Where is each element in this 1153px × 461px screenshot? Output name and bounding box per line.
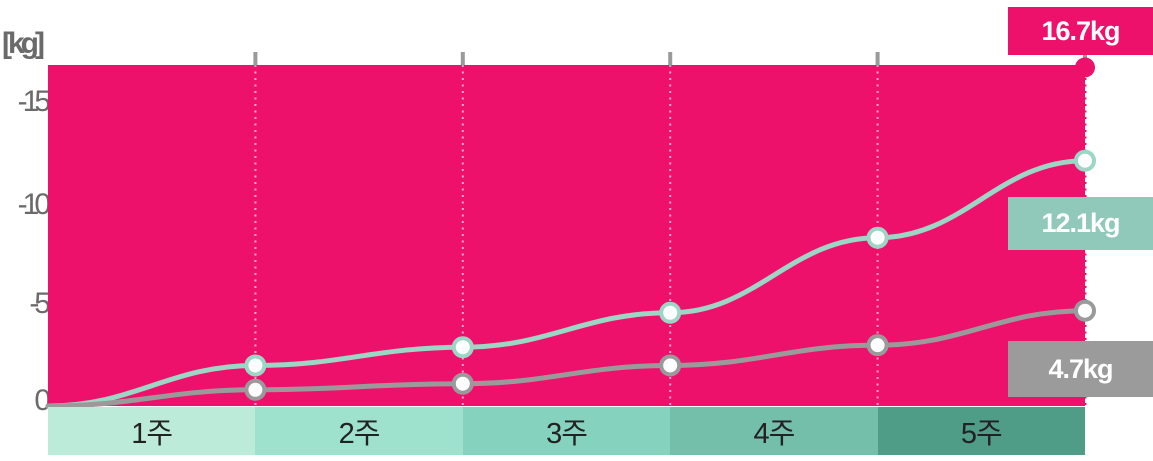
pink-area	[48, 65, 1085, 406]
gray-line-marker	[244, 378, 267, 401]
top-tick	[460, 52, 465, 65]
x-axis-segment-week1: 1주	[48, 407, 256, 455]
result-badge-pink: 16.7kg	[1008, 7, 1153, 55]
gray-line-path	[45, 308, 1088, 409]
teal-line-marker	[1074, 149, 1096, 172]
x-axis-segment-week4: 4주	[670, 407, 878, 455]
gray-line-marker	[866, 334, 889, 357]
y-tick-label: -5	[29, 287, 51, 320]
teal-line-path	[45, 158, 1088, 409]
top-tick	[875, 52, 880, 65]
y-tick-label: -10	[17, 188, 51, 221]
teal-line-marker	[451, 336, 474, 359]
x-axis-segment-week2: 2주	[255, 407, 463, 455]
result-badge-gray: 4.7kg	[1008, 341, 1153, 397]
y-tick-label: -15	[17, 85, 51, 118]
y-axis-unit-label: [kg]	[2, 27, 45, 60]
x-axis-segment-week3: 3주	[462, 407, 671, 455]
teal-line-marker	[244, 354, 267, 377]
gray-line-marker	[1074, 299, 1096, 322]
gray-line-marker	[659, 354, 682, 377]
x-axis-segment-week5: 5주	[877, 407, 1085, 455]
top-tick	[668, 52, 673, 65]
teal-line-marker	[659, 301, 682, 324]
teal-line-marker	[866, 226, 889, 249]
top-tick	[253, 52, 258, 65]
pink-end-dot	[1075, 57, 1095, 78]
gray-line-marker	[451, 372, 474, 395]
x-axis-week-band: 1주 2주 3주 4주 5주	[48, 407, 1085, 455]
result-badge-teal: 12.1kg	[1008, 197, 1153, 250]
